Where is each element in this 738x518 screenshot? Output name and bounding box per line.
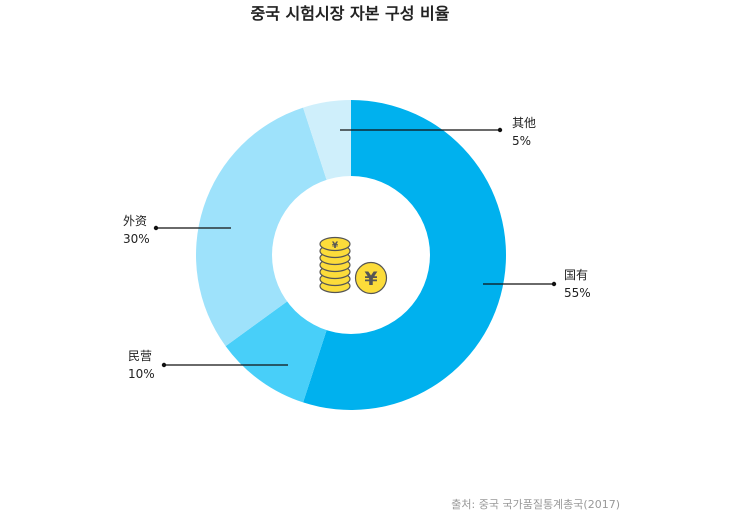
label-other-value: 5% [512, 134, 532, 148]
leader-dot-foreign [153, 225, 159, 231]
label-foreign-name: 外资 [123, 214, 148, 228]
leader-dot-private [161, 362, 167, 368]
label-state: 国有 55% [564, 266, 591, 302]
slice-3 [196, 107, 351, 347]
leader-lines [156, 129, 554, 366]
label-state-value: 55% [564, 286, 591, 300]
svg-text:¥: ¥ [364, 268, 377, 290]
label-foreign: 外资 30% [123, 212, 150, 248]
leader-dot-other [497, 127, 503, 133]
yuan-coins-icon [319, 236, 388, 295]
label-other-name: 其他 [512, 116, 537, 130]
donut-hole [272, 176, 430, 334]
label-private: 民营 10% [128, 347, 155, 383]
svg-text:¥: ¥ [332, 241, 339, 251]
label-private-name: 民营 [128, 349, 153, 363]
leader-dot-state [551, 281, 557, 287]
label-foreign-value: 30% [123, 232, 150, 246]
label-private-value: 10% [128, 367, 155, 381]
label-other: 其他 5% [512, 114, 536, 150]
chart-title: 중국 시험시장 자본 구성 비율 [250, 4, 450, 23]
source-note: 출처: 중국 국가품질통계총국(2017) [451, 498, 620, 511]
label-state-name: 国有 [564, 268, 589, 282]
